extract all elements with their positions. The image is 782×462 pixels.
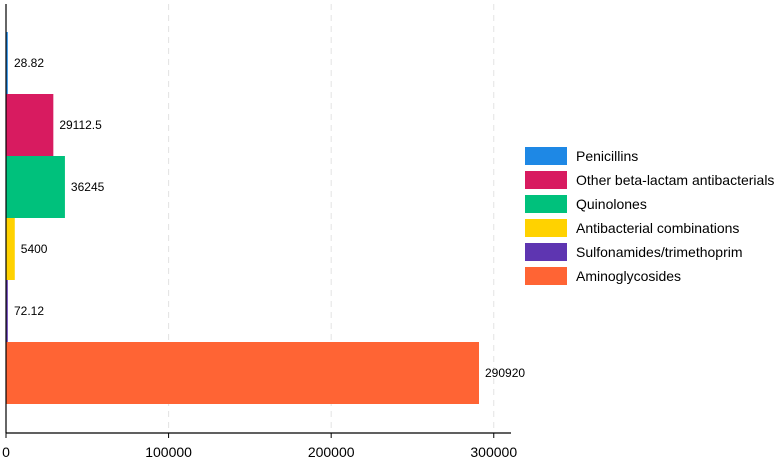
data-label-6: 290920 [485,366,525,380]
bars [6,32,479,404]
bar-6 [6,342,479,404]
legend-label-2: Other beta-lactam antibacterials [576,172,774,188]
data-labels: 28.82 29112.5 36245 5400 72.12 290920 [14,56,525,380]
x-tick-label-2: 200000 [308,444,355,460]
legend-swatch-5 [525,243,567,261]
bar-5 [6,280,8,342]
legend-label-4: Antibacterial combinations [576,220,739,236]
x-tick-label-3: 300000 [470,444,517,460]
legend-swatch-4 [525,219,567,237]
data-label-4: 5400 [21,242,48,256]
x-tick-label-1: 100000 [145,444,192,460]
x-tick-label-0: 0 [2,444,10,460]
bar-4 [6,218,15,280]
legend-label-5: Sulfonamides/trimethoprim [576,244,743,260]
legend-swatch-1 [525,147,567,165]
data-label-3: 36245 [71,180,105,194]
legend-label-3: Quinolones [576,196,647,212]
data-label-1: 28.82 [14,56,44,70]
data-label-5: 72.12 [14,304,44,318]
bar-2 [6,94,54,156]
legend-swatch-6 [525,267,567,285]
axes: 0 100000 200000 300000 [2,4,517,460]
bar-1 [6,32,8,94]
legend-swatch-2 [525,171,567,189]
data-label-2: 29112.5 [59,118,102,132]
legend-swatch-3 [525,195,567,213]
legend-label-6: Aminoglycosides [576,268,681,284]
legend: Penicillins Other beta-lactam antibacteri… [525,147,774,285]
legend-label-1: Penicillins [576,148,638,164]
bar-3 [6,156,65,218]
